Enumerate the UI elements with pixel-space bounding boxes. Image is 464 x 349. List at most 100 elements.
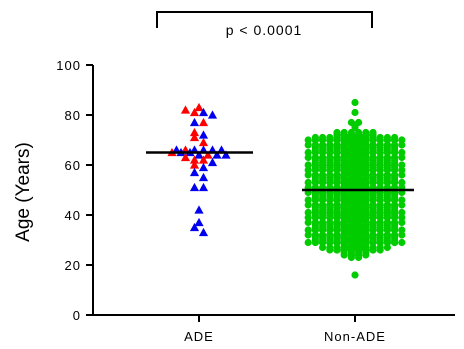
non-ade-point — [311, 178, 319, 187]
non-ade-point — [391, 148, 399, 157]
y-tick-label: 60 — [65, 158, 81, 173]
non-ade-point — [391, 136, 399, 144]
y-tick-label: 20 — [65, 258, 81, 273]
non-ade-point — [383, 148, 391, 157]
non-ade-point — [351, 98, 359, 107]
non-ade-point — [319, 226, 327, 234]
non-ade-point — [398, 141, 406, 149]
ade-point-red — [198, 155, 209, 164]
non-ade-point — [376, 226, 384, 234]
non-ade-point — [304, 238, 312, 247]
non-ade-point — [369, 136, 377, 144]
ade-point-blue — [207, 157, 218, 167]
non-ade-point — [398, 171, 406, 179]
non-ade-point — [304, 171, 312, 179]
non-ade-point — [383, 178, 391, 187]
non-ade-point — [311, 148, 319, 157]
non-ade-point — [398, 208, 406, 217]
ade-point-red — [189, 107, 200, 117]
non-ade-point — [304, 208, 312, 217]
non-ade-point — [304, 178, 312, 187]
ade-point-blue — [198, 130, 209, 139]
non-ade-point — [347, 253, 355, 262]
ade-point-red — [198, 117, 209, 127]
non-ade-point — [362, 251, 370, 259]
non-ade-point — [304, 153, 312, 162]
non-ade-point — [383, 196, 391, 204]
y-axis-label: Age (Years) — [13, 142, 34, 242]
non-ade-point — [304, 213, 312, 222]
non-ade-point — [311, 166, 319, 174]
non-ade-point — [304, 161, 312, 169]
non-ade-point — [311, 136, 319, 144]
non-ade-point — [319, 243, 327, 252]
non-ade-point — [304, 166, 312, 174]
ade-point-red — [194, 102, 204, 112]
ade-point-red — [203, 150, 213, 159]
y-tick-label: 40 — [65, 208, 81, 223]
non-ade-point — [319, 166, 327, 174]
ade-point-blue — [189, 167, 200, 177]
non-ade-point — [391, 238, 399, 247]
non-ade-point — [351, 108, 359, 117]
ade-point-blue — [198, 107, 209, 117]
ade-point-blue — [198, 182, 209, 192]
non-ade-point — [326, 246, 334, 254]
non-ade-point — [398, 148, 406, 157]
non-ade-point — [369, 238, 377, 247]
non-ade-point — [326, 238, 334, 247]
ade-point-blue — [221, 150, 231, 159]
ade-point-blue — [198, 172, 209, 182]
non-ade-point — [311, 196, 319, 204]
non-ade-point — [383, 243, 391, 252]
non-ade-point — [304, 201, 312, 209]
non-ade-point — [351, 271, 359, 279]
non-ade-point — [369, 166, 377, 174]
non-ade-point — [311, 238, 319, 247]
ade-point-red — [189, 132, 200, 142]
data-marks — [167, 98, 406, 279]
non-ade-point — [391, 166, 399, 174]
non-ade-point — [355, 253, 363, 262]
non-ade-point — [333, 166, 341, 174]
non-ade-point — [376, 196, 384, 204]
non-ade-point — [383, 166, 391, 174]
axes: 0 20 40 60 80 100 ADE Non-ADE — [56, 58, 455, 344]
non-ade-point — [398, 178, 406, 187]
ade-point-red — [189, 160, 200, 169]
ade-point-blue — [189, 117, 200, 127]
non-ade-point — [333, 148, 341, 157]
non-ade-point — [351, 123, 359, 132]
ade-point-blue — [189, 182, 200, 192]
significance-bracket: p < 0.0001 — [156, 11, 373, 38]
p-value-annotation: p < 0.0001 — [226, 22, 303, 38]
ade-point-red — [189, 155, 200, 164]
non-ade-point — [326, 226, 334, 234]
non-ade-point — [304, 231, 312, 239]
non-ade-point — [398, 166, 406, 174]
non-ade-point — [326, 166, 334, 174]
ade-point-red — [189, 127, 200, 137]
non-ade-point — [369, 196, 377, 204]
median-lines — [146, 151, 414, 192]
x-tick-label: ADE — [184, 329, 214, 344]
non-ade-point — [304, 196, 312, 204]
non-ade-point — [304, 136, 312, 144]
non-ade-point — [326, 213, 334, 222]
non-ade-point — [311, 213, 319, 222]
non-ade-point — [398, 226, 406, 234]
non-ade-point — [304, 218, 312, 227]
non-ade-point — [398, 161, 406, 169]
non-ade-point — [319, 178, 327, 187]
non-ade-point — [391, 213, 399, 222]
ade-point-blue — [207, 110, 218, 119]
non-ade-point — [383, 226, 391, 234]
non-ade-point — [333, 246, 341, 254]
ade-point-blue — [198, 227, 209, 237]
non-ade-point — [319, 238, 327, 247]
ade-point-red — [180, 152, 191, 162]
non-ade-point — [340, 251, 348, 259]
non-ade-point — [333, 238, 341, 247]
non-ade-point — [376, 238, 384, 247]
